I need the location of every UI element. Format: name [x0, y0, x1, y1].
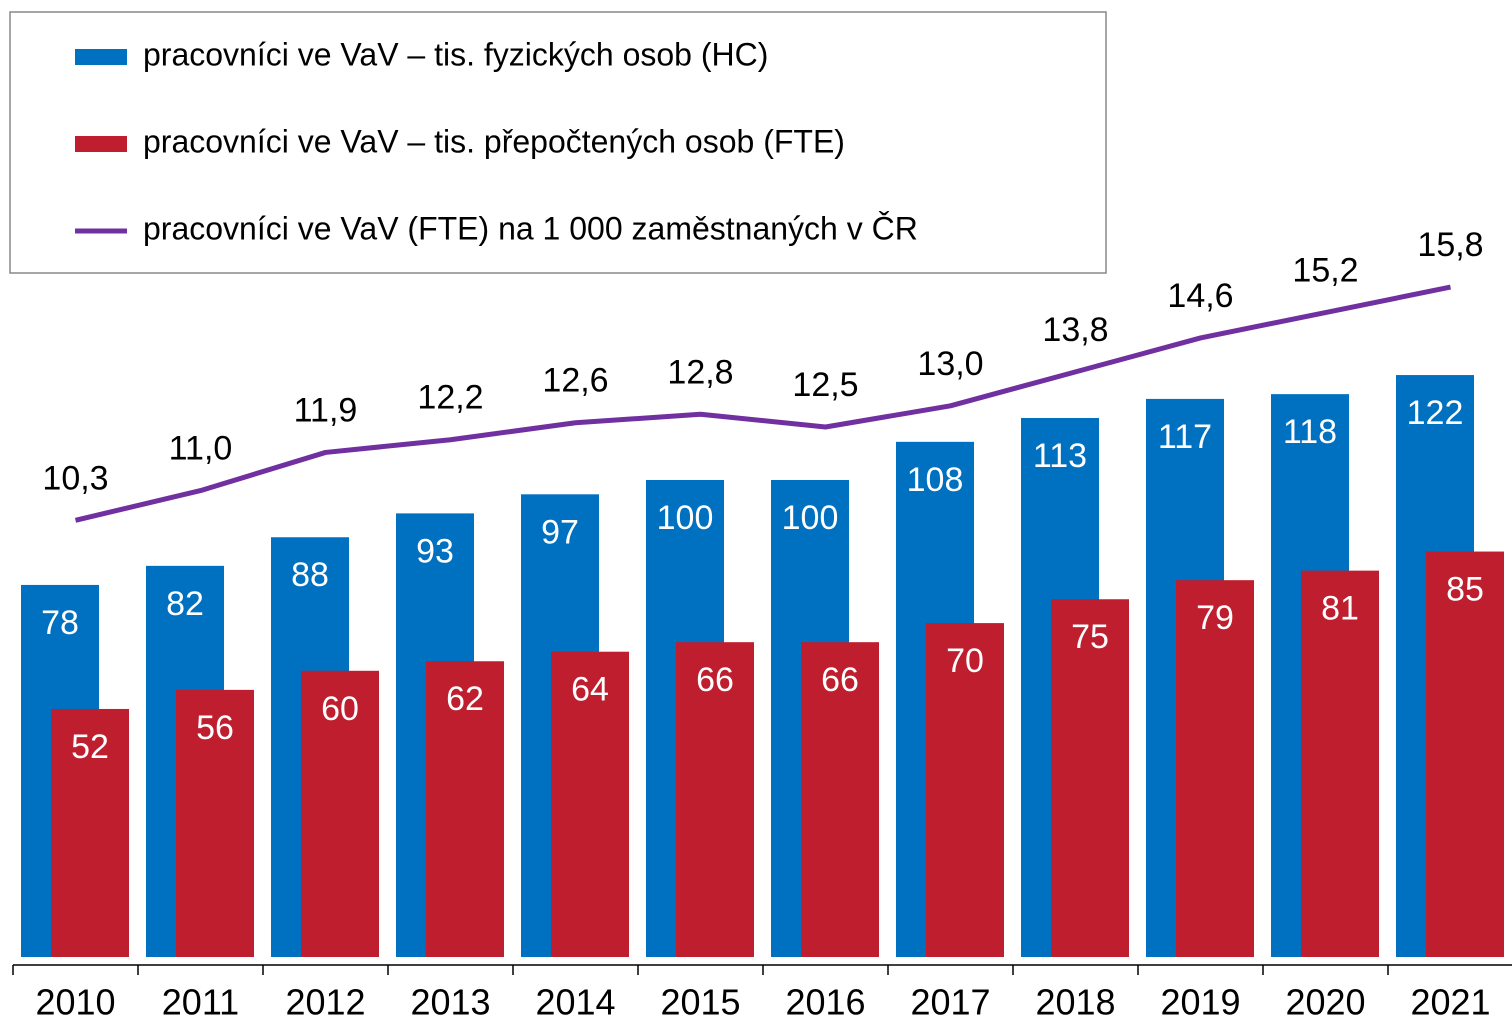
line-value-label: 11,0: [169, 430, 233, 468]
bar: [426, 661, 504, 957]
bar: [1176, 580, 1254, 957]
x-tick-label: 2021: [1410, 982, 1490, 1023]
bar: [926, 623, 1004, 957]
legend-swatch: [75, 136, 127, 152]
bar-value-label: 78: [41, 604, 79, 642]
bar-value-label: 56: [196, 709, 234, 747]
bar-value-label: 66: [696, 661, 734, 699]
x-tick-label: 2016: [785, 982, 865, 1023]
bar-value-label: 79: [1196, 599, 1234, 637]
line: [74, 284, 1451, 523]
legend-box: [9, 11, 1107, 274]
bar-value-label: 81: [1321, 590, 1359, 628]
bar-value-label: 93: [416, 532, 454, 570]
bar-value-label: 82: [166, 585, 204, 623]
bar-value-label: 97: [541, 513, 579, 551]
x-tick-label: 2019: [1160, 982, 1240, 1023]
x-tick-label: 2010: [35, 982, 115, 1023]
bar-value-label: 52: [71, 728, 109, 766]
bar-value-label: 64: [571, 671, 609, 709]
line-value-label: 12,8: [667, 353, 733, 391]
x-tick-label: 2015: [660, 982, 740, 1023]
x-tick-label: 2012: [285, 982, 365, 1023]
bar-value-label: 60: [321, 690, 359, 728]
bar-value-label: 122: [1407, 394, 1464, 432]
line-value-label: 12,6: [542, 362, 608, 400]
bar-value-label: 85: [1446, 571, 1484, 609]
bar-value-label: 62: [446, 680, 484, 718]
line-value-label: 10,3: [42, 459, 108, 497]
line-value-label: 12,5: [792, 366, 858, 404]
bar-value-label: 118: [1283, 413, 1337, 451]
bar-value-label: 113: [1033, 437, 1087, 475]
bar: [551, 651, 629, 957]
line-value-label: 13,8: [1042, 311, 1108, 349]
bar-value-label: 117: [1158, 418, 1212, 456]
bar: [51, 708, 129, 957]
bar: [301, 670, 379, 957]
legend-label: pracovníci ve VaV (FTE) na 1 000 zaměstn…: [143, 210, 918, 246]
legend-label: pracovníci ve VaV – tis. fyzických osob …: [143, 36, 768, 72]
bar: [1426, 551, 1504, 957]
bar-value-label: 100: [657, 499, 714, 537]
line-value-label: 14,6: [1167, 277, 1233, 315]
line-value-label: 11,9: [294, 391, 358, 429]
legend-label: pracovníci ve VaV – tis. přepočtených os…: [143, 123, 845, 159]
bar-value-label: 88: [291, 556, 329, 594]
bar: [676, 642, 754, 957]
x-tick-label: 2020: [1285, 982, 1365, 1023]
bar-value-label: 75: [1071, 618, 1109, 656]
line-value-label: 12,2: [417, 379, 483, 417]
line-value-label: 13,0: [917, 345, 983, 383]
bar: [1051, 599, 1129, 957]
x-tick-label: 2018: [1035, 982, 1115, 1023]
legend-swatch: [75, 49, 127, 65]
bar: [176, 689, 254, 957]
x-tick-label: 2014: [535, 982, 615, 1023]
bar-value-label: 70: [946, 642, 984, 680]
bar-value-label: 100: [782, 499, 839, 537]
line-value-label: 15,8: [1417, 226, 1483, 264]
x-tick-label: 2011: [162, 982, 239, 1023]
line-value-label: 15,2: [1292, 252, 1358, 290]
x-tick-label: 2013: [410, 982, 490, 1023]
bar: [1301, 570, 1379, 957]
bar-value-label: 108: [907, 461, 964, 499]
x-tick-label: 2017: [910, 982, 990, 1023]
bar-value-label: 66: [821, 661, 859, 699]
bar: [801, 642, 879, 957]
